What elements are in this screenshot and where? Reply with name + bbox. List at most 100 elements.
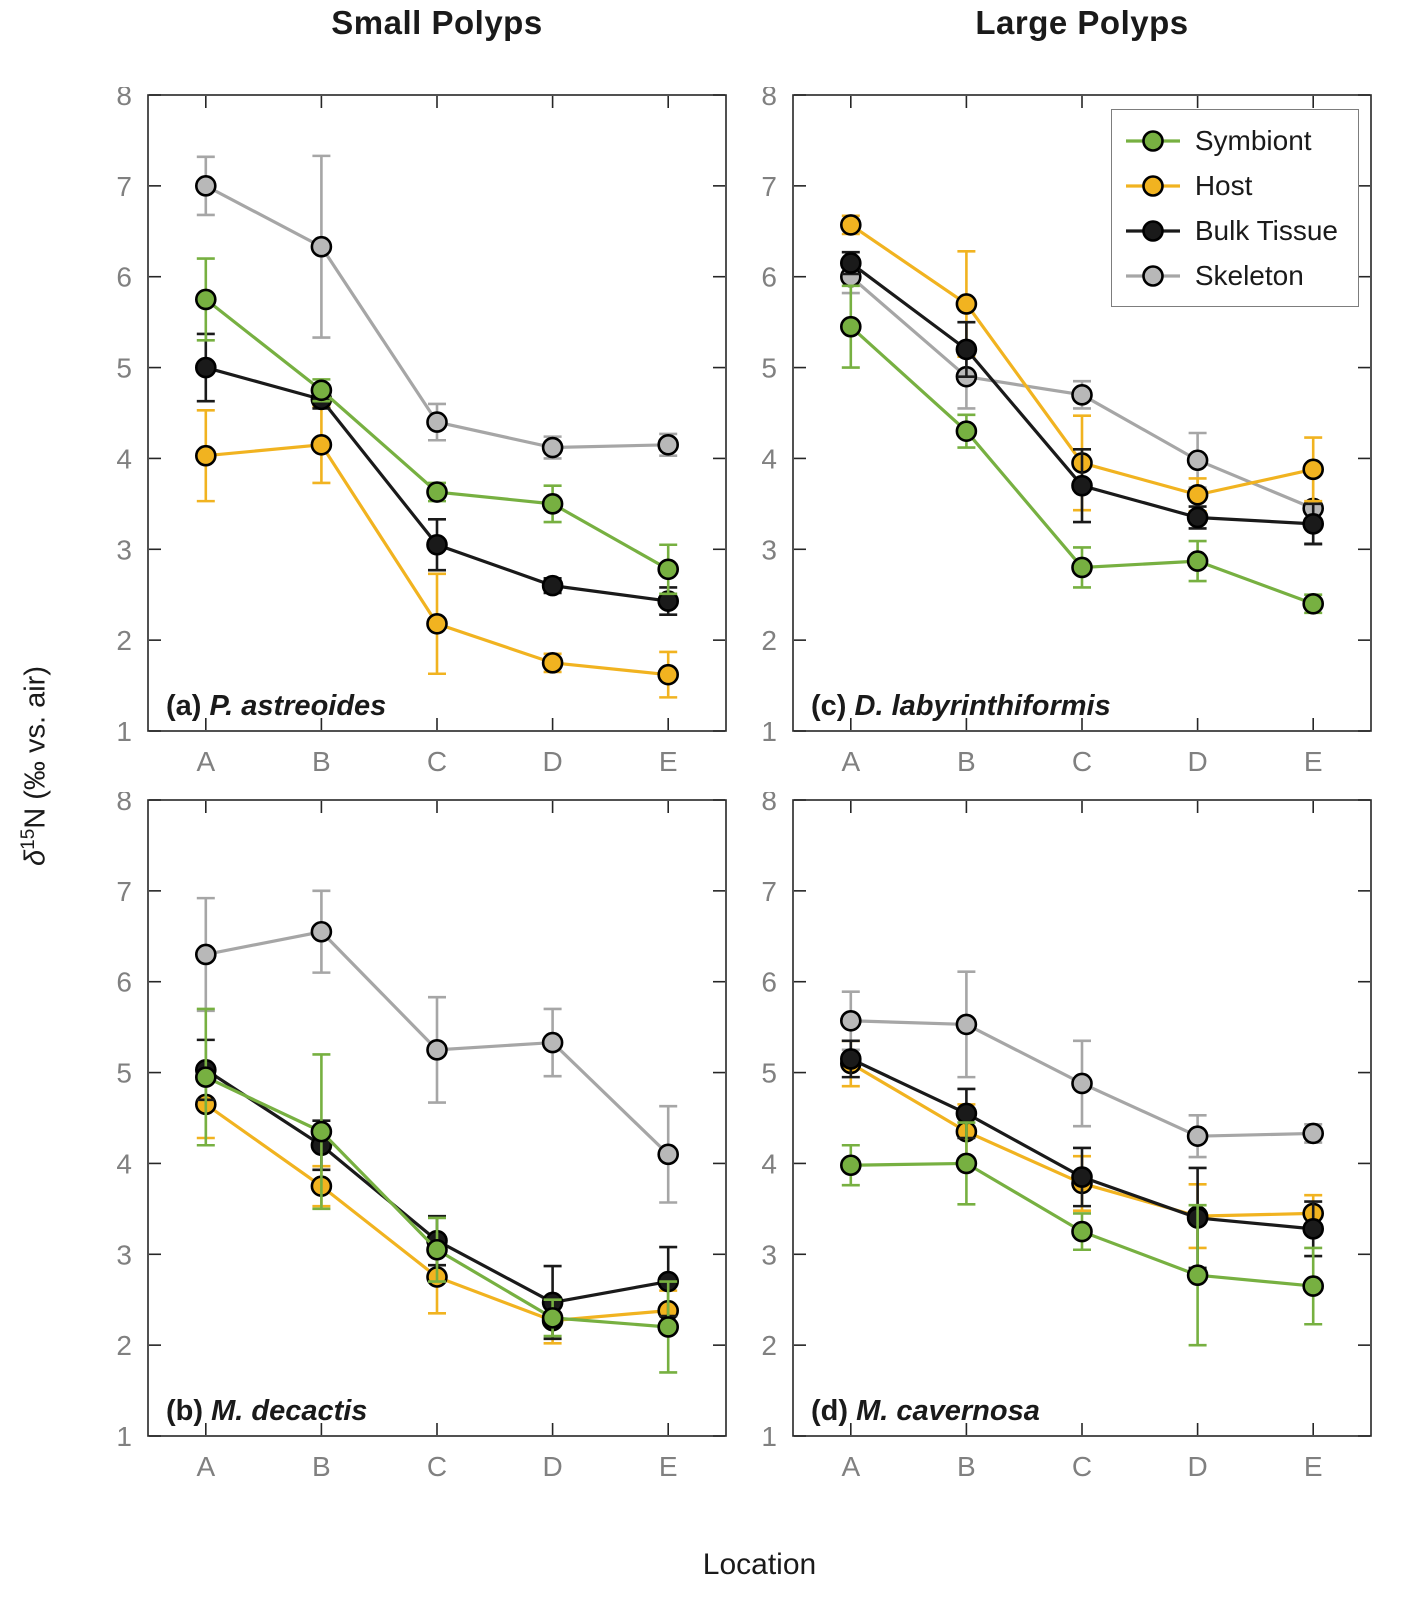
svg-text:B: B (957, 1451, 976, 1482)
series-symbiont (195, 1007, 680, 1374)
svg-text:6: 6 (116, 262, 132, 293)
plot-canvas-c: 1 2 3 4 5 6 7 8 A B C D E (761, 80, 1372, 777)
svg-text:8: 8 (116, 87, 132, 111)
svg-text:3: 3 (116, 1239, 132, 1270)
legend: Symbiont Host Bulk Tissue Skeleton (1110, 109, 1359, 307)
panel-letter: (c) (811, 690, 847, 722)
svg-text:D: D (1187, 746, 1207, 777)
svg-text:4: 4 (116, 1148, 132, 1179)
svg-text:A: A (196, 746, 215, 777)
svg-text:2: 2 (761, 625, 777, 656)
panel-letter: (b) (166, 1395, 204, 1427)
svg-text:1: 1 (761, 716, 777, 747)
svg-text:E: E (659, 1451, 678, 1482)
svg-text:7: 7 (116, 171, 132, 202)
svg-text:6: 6 (116, 967, 132, 998)
svg-text:7: 7 (761, 876, 777, 907)
panel-label-b: (b) M. decactis (166, 1395, 367, 1428)
series-skeleton (840, 970, 1325, 1159)
panel-letter: (d) (811, 1395, 849, 1427)
legend-label: Symbiont (1194, 124, 1312, 156)
svg-text:8: 8 (761, 87, 777, 111)
svg-text:2: 2 (116, 1330, 132, 1361)
svg-text:1: 1 (116, 716, 132, 747)
svg-text:8: 8 (761, 792, 777, 816)
legend-marker-icon (1125, 219, 1180, 242)
svg-text:B: B (312, 746, 331, 777)
svg-text:2: 2 (761, 1330, 777, 1361)
svg-text:1: 1 (116, 1421, 132, 1452)
column-title-small-polyps: Small Polyps (331, 4, 543, 41)
svg-text:A: A (841, 746, 860, 777)
svg-text:D: D (542, 746, 562, 777)
svg-text:5: 5 (761, 353, 777, 384)
svg-text:4: 4 (116, 443, 132, 474)
svg-text:E: E (1304, 1451, 1323, 1482)
svg-text:D: D (1187, 1451, 1207, 1482)
svg-text:7: 7 (761, 171, 777, 202)
plot-canvas-b: 1 2 3 4 5 6 7 8 A B C D E (116, 785, 727, 1482)
legend-marker-icon (1125, 264, 1180, 287)
svg-text:A: A (841, 1451, 860, 1482)
series-host (195, 405, 680, 699)
column-title-large-polyps: Large Polyps (975, 4, 1189, 41)
svg-text:6: 6 (761, 262, 777, 293)
svg-text:5: 5 (116, 353, 132, 384)
panel-letter: (a) (166, 690, 202, 722)
svg-text:C: C (427, 1451, 447, 1482)
series-symbiont (840, 284, 1325, 615)
svg-text:C: C (1072, 746, 1092, 777)
svg-text:4: 4 (761, 1148, 777, 1179)
x-axis-label: Location (702, 1548, 817, 1581)
legend-item-bulk-tissue: Bulk Tissue (1124, 208, 1338, 253)
series-skeleton (195, 889, 680, 1204)
panel-label-d: (d) M. cavernosa (811, 1395, 1040, 1428)
series-symbiont (195, 257, 680, 596)
y-axis-label: δ15N (‰ vs. air) (18, 556, 54, 976)
panel-a-p-astreoides: 1 2 3 4 5 6 7 8 A B C D E (a) P. astreoides (78, 80, 734, 787)
legend-label: Skeleton (1194, 259, 1304, 291)
legend-item-host: Host (1124, 163, 1338, 208)
svg-text:B: B (957, 746, 976, 777)
panel-label-a: (a) P. astreoides (166, 690, 386, 723)
svg-text:D: D (542, 1451, 562, 1482)
svg-text:A: A (196, 1451, 215, 1482)
panel-label-c: (c) D. labyrinthiformis (811, 690, 1111, 723)
plot-canvas-d: 1 2 3 4 5 6 7 8 A B C D E (761, 785, 1372, 1482)
y-axis-label-text: N (‰ vs. air) (19, 666, 52, 829)
panel-c-d-labyrinthiformis: 1 2 3 4 5 6 7 8 A B C D E Symbiont Host Bulk Tissue Ske… (723, 80, 1379, 787)
svg-text:7: 7 (116, 876, 132, 907)
panel-b-m-decactis: 1 2 3 4 5 6 7 8 A B C D E (b) M. decactis (78, 785, 734, 1492)
svg-text:B: B (312, 1451, 331, 1482)
series-bulk-tissue (840, 250, 1325, 546)
species-name: M. cavernosa (856, 1395, 1040, 1427)
svg-text:4: 4 (761, 443, 777, 474)
svg-text:E: E (1304, 746, 1323, 777)
svg-text:3: 3 (761, 1239, 777, 1270)
species-name: P. astreoides (209, 690, 387, 722)
panel-d-m-cavernosa: 1 2 3 4 5 6 7 8 A B C D E (d) M. cavernosa (723, 785, 1379, 1492)
legend-label: Bulk Tissue (1194, 214, 1338, 246)
legend-item-symbiont: Symbiont (1124, 118, 1338, 163)
svg-text:C: C (1072, 1451, 1092, 1482)
svg-text:1: 1 (761, 1421, 777, 1452)
svg-text:3: 3 (116, 534, 132, 565)
delta-symbol: δ (19, 849, 52, 866)
svg-text:C: C (427, 746, 447, 777)
svg-text:2: 2 (116, 625, 132, 656)
legend-marker-icon (1125, 129, 1180, 152)
series-skeleton (195, 154, 680, 460)
svg-text:5: 5 (761, 1058, 777, 1089)
legend-label: Host (1194, 169, 1253, 201)
svg-text:8: 8 (116, 792, 132, 816)
svg-text:3: 3 (761, 534, 777, 565)
species-name: M. decactis (211, 1395, 368, 1427)
legend-item-skeleton: Skeleton (1124, 253, 1338, 298)
plot-canvas-a: 1 2 3 4 5 6 7 8 A B C D E (116, 80, 727, 777)
series-symbiont (840, 1121, 1325, 1347)
svg-text:E: E (659, 746, 678, 777)
svg-text:6: 6 (761, 967, 777, 998)
legend-marker-icon (1125, 174, 1180, 197)
species-name: D. labyrinthiformis (854, 690, 1111, 722)
svg-text:5: 5 (116, 1058, 132, 1089)
